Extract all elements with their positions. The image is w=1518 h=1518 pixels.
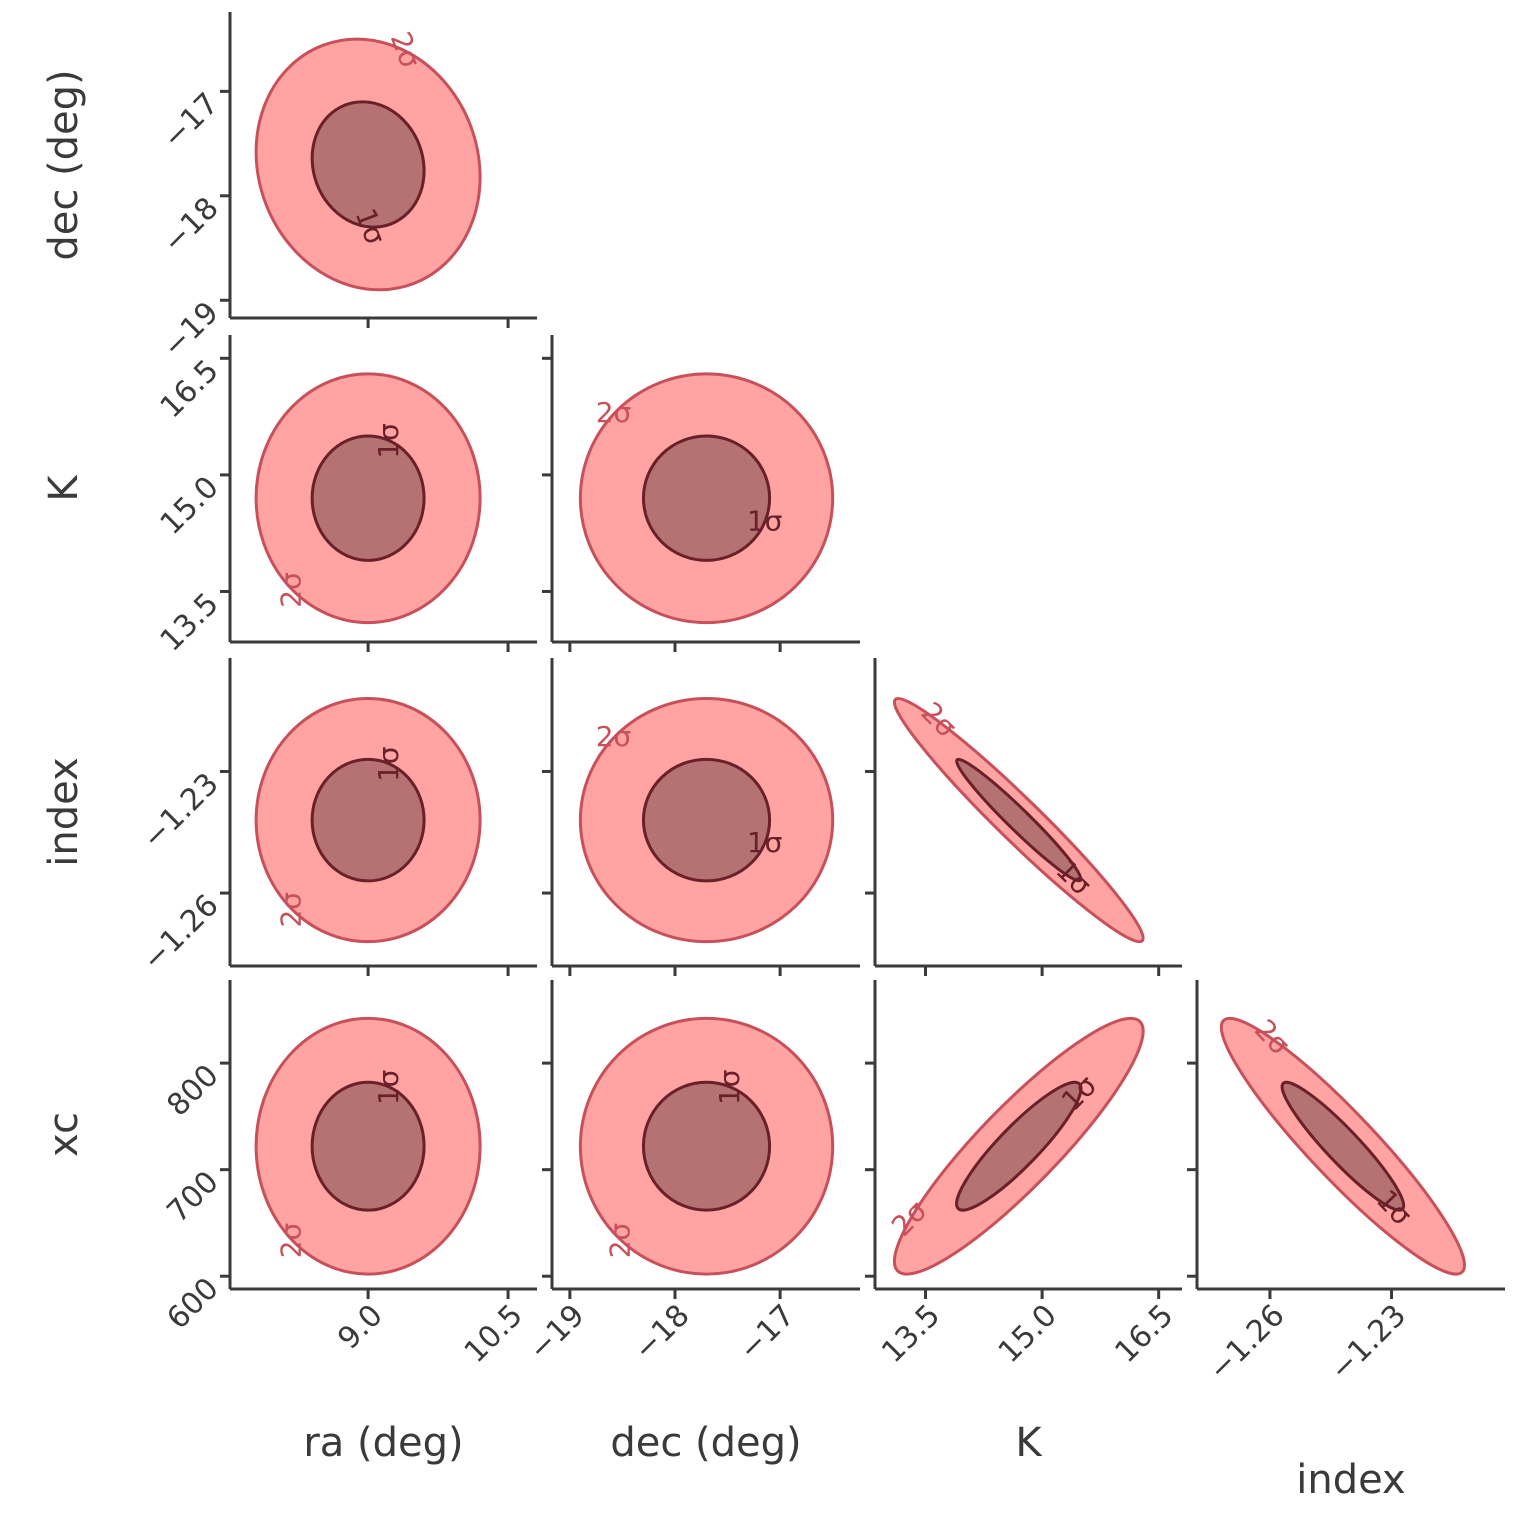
contour-region [955, 757, 1083, 883]
y-axis-label: K [41, 474, 87, 502]
panel: 2σ 1σ [578, 697, 835, 944]
x-axis-label: K [1015, 1420, 1043, 1466]
y-axis-label: index [41, 757, 87, 866]
y-tick-label: −17 [156, 86, 226, 156]
contour-region [641, 434, 772, 562]
contour-region [641, 757, 772, 883]
y-tick-label: −1.26 [136, 888, 226, 978]
y-tick-label: −1.23 [136, 766, 226, 856]
y-tick-label: 16.5 [154, 353, 226, 425]
x-tick-label: 13.5 [875, 1298, 947, 1370]
contour-label: 1σ [747, 504, 783, 537]
y-tick-label: −18 [156, 191, 226, 261]
contour-label: 2σ [596, 720, 632, 753]
panel: 2σ 1σ [254, 372, 482, 625]
contour-region [310, 1080, 426, 1212]
x-axis-label: dec (deg) [610, 1420, 801, 1466]
contour-label: 2σ [603, 1223, 636, 1259]
y-axis-label: dec (deg) [41, 69, 87, 260]
contour-label: 1σ [372, 746, 405, 782]
x-tick-label: −17 [732, 1298, 802, 1368]
x-tick-label: −18 [627, 1298, 697, 1368]
contour-region [1280, 1080, 1406, 1212]
x-tick-label: 10.5 [458, 1298, 530, 1370]
y-tick-label: 700 [160, 1165, 225, 1230]
y-tick-label: 15.0 [154, 470, 226, 542]
x-tick-label: 9.0 [331, 1298, 389, 1356]
y-tick-label: 800 [160, 1058, 225, 1123]
x-axis-label: index [1296, 1457, 1405, 1503]
panel: 2σ 1σ [578, 1016, 835, 1276]
x-tick-label: −1.23 [1323, 1298, 1413, 1388]
contour-label: 1σ [372, 1070, 405, 1106]
y-tick-label: 13.5 [154, 586, 226, 658]
contour-region [310, 434, 426, 562]
contour-label: 2σ [274, 1223, 307, 1259]
x-tick-label: −1.26 [1202, 1298, 1292, 1388]
x-tick-label: 15.0 [992, 1298, 1064, 1370]
y-axis-label: xc [41, 1112, 87, 1157]
contour-label: 1σ [372, 423, 405, 459]
x-tick-label: 16.5 [1108, 1298, 1180, 1370]
contour-label: 2σ [274, 892, 307, 928]
contour-region [641, 1080, 772, 1212]
panel: 2σ 1σ [254, 1016, 482, 1276]
contour-region [310, 100, 426, 229]
contour-label: 2σ [596, 396, 632, 429]
contour-label: 1σ [713, 1070, 746, 1106]
y-tick-label: 600 [160, 1271, 225, 1336]
x-tick-label: −19 [522, 1298, 592, 1368]
contour-label: 2σ [274, 572, 307, 608]
contour-label: 1σ [747, 826, 783, 859]
contour-region [310, 757, 426, 883]
panel: 2σ 1σ [578, 372, 835, 625]
y-tick-label: −19 [156, 295, 226, 365]
panel: 2σ 1σ [254, 697, 482, 944]
x-axis-label: ra (deg) [303, 1420, 463, 1466]
contour-region [955, 1080, 1083, 1212]
